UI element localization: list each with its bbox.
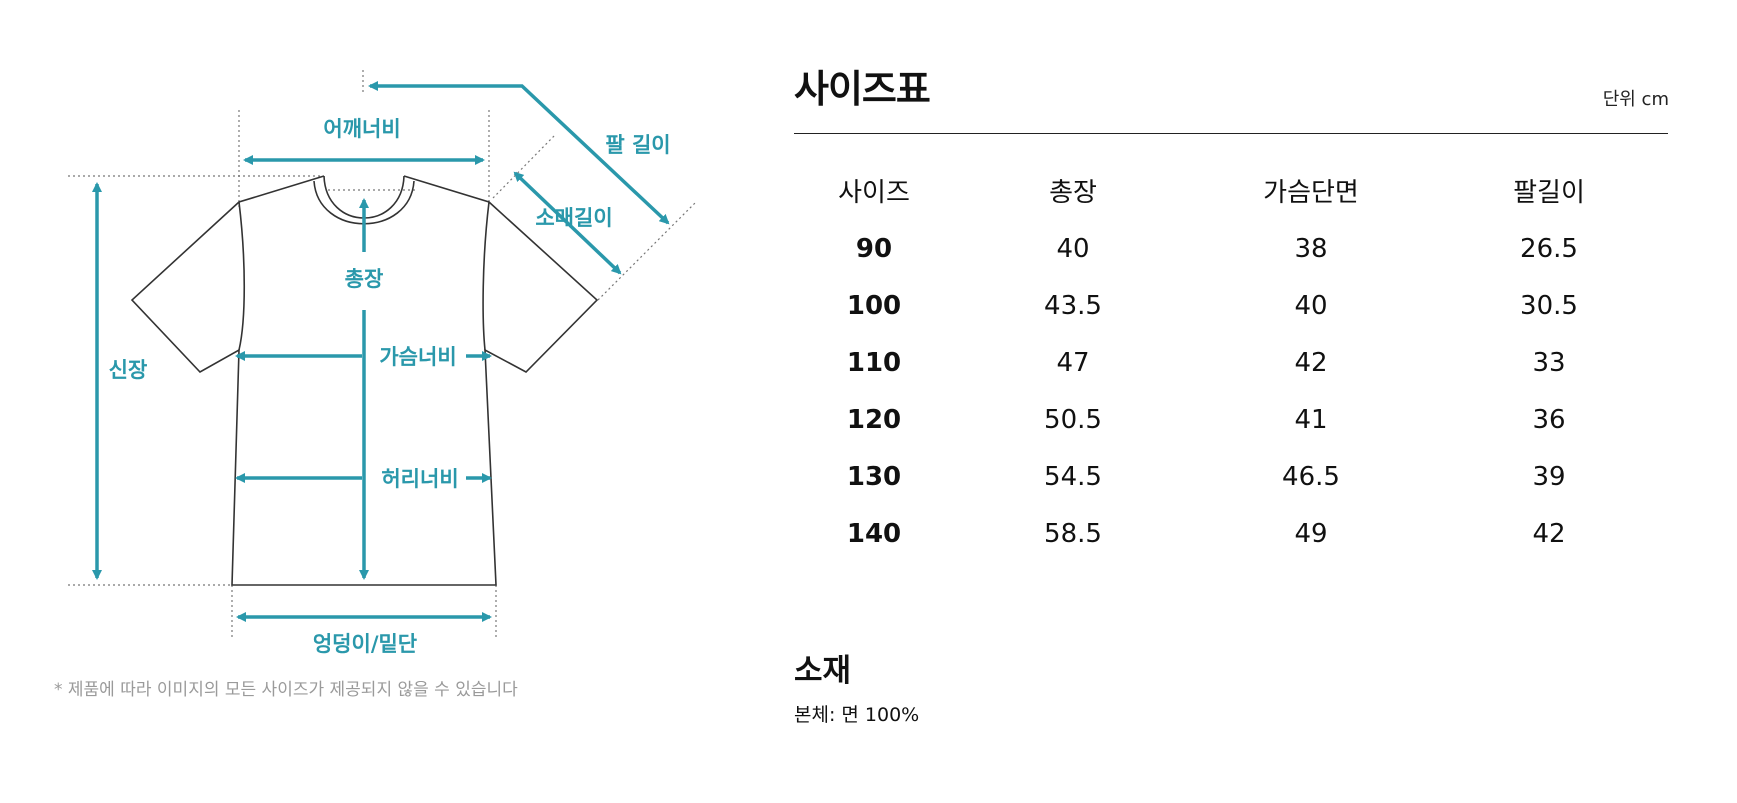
size-diagram: 어깨너비 팔 길이 소매길이 총장 신장 가슴너비 허리너비 엉덩이/밑단 (68, 70, 696, 656)
sleeve-arrow (513, 171, 622, 275)
label-shoulder: 어깨너비 (323, 117, 400, 141)
diagram-note: * 제품에 따라 이미지의 모든 사이즈가 제공되지 않을 수 있습니다 (54, 680, 518, 700)
size-table: 사이즈 총장 가슴단면 팔길이 90 40 38 26.5 100 43.5 4… (794, 160, 1668, 562)
size-cell: 90 (855, 233, 893, 264)
size-cell: 110 (846, 347, 902, 378)
header-row: 사이즈 총장 가슴단면 팔길이 (794, 160, 1668, 220)
table-row: 90 40 38 26.5 (794, 220, 1668, 277)
column-header-sleeve: 팔길이 (1513, 177, 1585, 208)
size-cell: 140 (846, 518, 902, 549)
length-cell: 58.5 (1044, 518, 1102, 549)
table-row: 120 50.5 41 36 (794, 391, 1668, 448)
table-row: 110 47 42 33 (794, 334, 1668, 391)
table-row: 130 54.5 46.5 39 (794, 448, 1668, 505)
sleeve-cell: 33 (1532, 347, 1566, 378)
table-row: 100 43.5 40 30.5 (794, 277, 1668, 334)
sleeve-cell: 39 (1532, 461, 1566, 492)
column-header-length: 총장 (1049, 177, 1097, 208)
column-header-chest: 가슴단면 (1263, 177, 1359, 208)
chest-cell: 46.5 (1282, 461, 1340, 492)
length-cell: 54.5 (1044, 461, 1102, 492)
material-title: 소재 (794, 653, 852, 689)
material-body: 본체: 면 100% (794, 704, 920, 726)
label-hip: 엉덩이/밑단 (313, 632, 417, 656)
length-cell: 47 (1056, 347, 1090, 378)
length-cell: 43.5 (1044, 290, 1102, 321)
length-cell: 50.5 (1044, 404, 1102, 435)
sleeve-cell: 36 (1532, 404, 1566, 435)
size-cell: 120 (846, 404, 902, 435)
chest-cell: 41 (1294, 404, 1328, 435)
label-waist: 허리너비 (381, 467, 458, 491)
label-chest: 가슴너비 (379, 345, 456, 369)
sleeve-cell: 42 (1532, 518, 1566, 549)
chest-cell: 42 (1294, 347, 1328, 378)
chest-cell: 40 (1294, 290, 1328, 321)
label-height: 신장 (109, 358, 148, 382)
sleeve-cell: 30.5 (1520, 290, 1578, 321)
length-cell: 40 (1056, 233, 1090, 264)
sleeve-cell: 26.5 (1520, 233, 1578, 264)
chest-cell: 38 (1294, 233, 1328, 264)
unit-label: 단위 cm (1602, 89, 1669, 110)
table-row: 140 58.5 49 42 (794, 505, 1668, 562)
measure-arrows (92, 81, 670, 622)
size-cell: 100 (846, 290, 902, 321)
label-sleeve: 소매길이 (535, 206, 612, 230)
size-cell: 130 (846, 461, 902, 492)
label-length: 총장 (345, 267, 384, 291)
column-header-size: 사이즈 (838, 177, 910, 208)
divider (794, 133, 1668, 134)
chest-cell: 49 (1294, 518, 1328, 549)
label-sleeve-arm: 팔 길이 (605, 133, 670, 157)
size-table-title: 사이즈표 (794, 67, 931, 111)
